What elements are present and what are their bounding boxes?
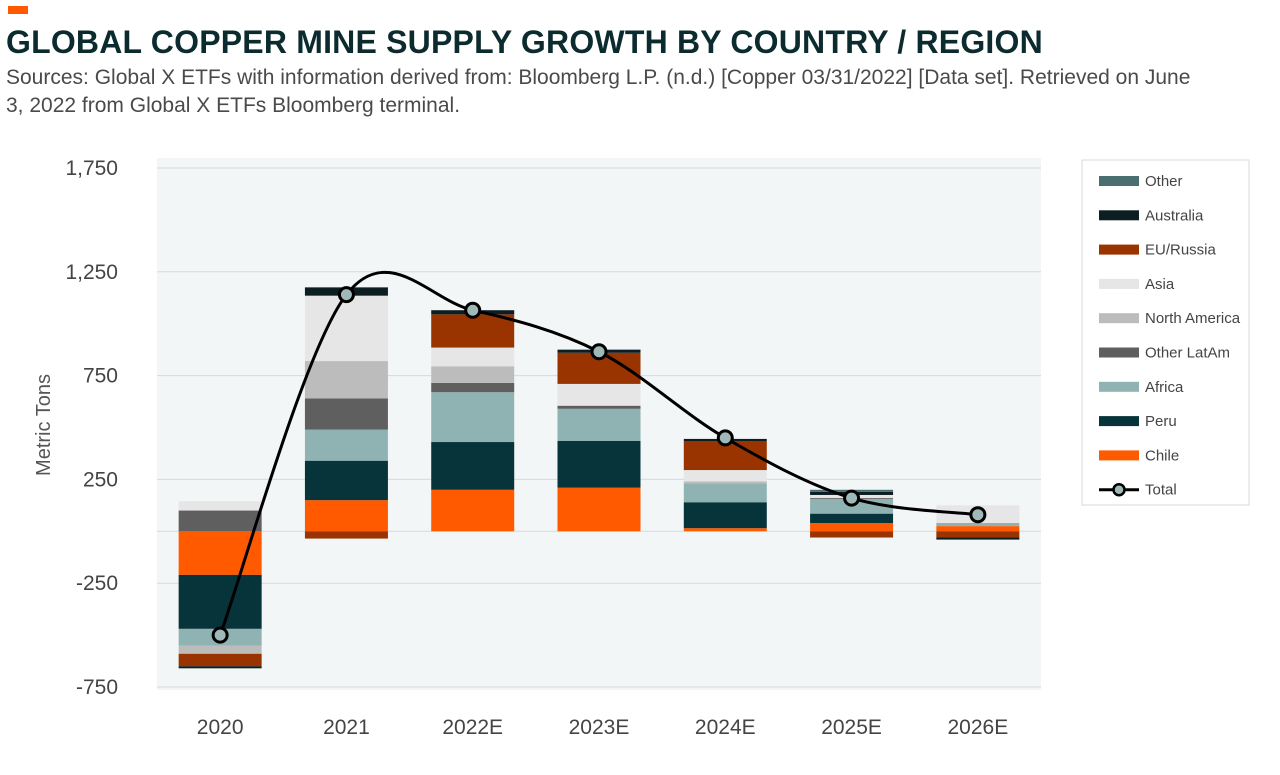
total-point <box>843 489 861 507</box>
x-tick-label: 2020 <box>197 716 244 739</box>
x-tick-label: 2026E <box>947 716 1008 739</box>
bar-segment-other-latam <box>178 510 262 532</box>
bar-segment-africa <box>683 483 767 503</box>
accent-bar <box>8 6 28 14</box>
legend-swatch-asia <box>1099 278 1139 289</box>
bar-segment-africa <box>304 429 388 461</box>
total-point <box>337 286 355 304</box>
legend-swatch-north-america <box>1099 313 1139 324</box>
bar-segment-chile <box>178 531 262 575</box>
legend-label-africa: Africa <box>1145 379 1184 396</box>
y-tick-label: -750 <box>76 676 118 699</box>
legend-label-chile: Chile <box>1145 447 1179 464</box>
bar-segment-peru <box>178 574 262 629</box>
bar-segment-peru <box>304 460 388 501</box>
bar-segment-australia <box>936 537 1020 540</box>
legend-swatch-peru <box>1099 416 1139 427</box>
legend-swatch-eu-russia <box>1099 244 1139 255</box>
bar-segment-chile <box>683 528 767 532</box>
bar-segment-north-america <box>683 481 767 484</box>
bar-segment-other-latam <box>557 405 641 409</box>
y-tick-label: -250 <box>76 572 118 595</box>
legend-label-other-latam: Other LatAm <box>1145 345 1230 362</box>
legend: Other Australia EU/Russia Asia North America… <box>1099 173 1241 499</box>
legend-label-total: Total <box>1145 482 1177 499</box>
x-axis-ticks: 2020 2021 2022E 2023E 2024E 2025E 2026E <box>197 716 1008 739</box>
legend-label-other: Other <box>1145 173 1183 190</box>
legend-label-north-america: North America <box>1145 310 1241 327</box>
x-tick-label: 2025E <box>821 716 882 739</box>
x-tick-label: 2022E <box>442 716 503 739</box>
legend-swatch-australia <box>1099 210 1139 221</box>
x-tick-label: 2023E <box>569 716 630 739</box>
bar-segment-africa <box>431 392 515 443</box>
bar-segment-north-america <box>178 645 262 654</box>
x-tick-label: 2021 <box>323 716 370 739</box>
bar-segment-north-america <box>304 361 388 399</box>
bar-segment-chile <box>936 526 1020 532</box>
bar-segment-eu-russia <box>936 531 1020 538</box>
total-line-path <box>218 270 979 636</box>
y-axis-ticks: 1,750 1,250 750 250 -250 -750 <box>65 157 118 699</box>
bar-segment-asia <box>431 347 515 367</box>
bar-segment-eu-russia <box>178 653 262 667</box>
bar-segment-chile <box>557 487 641 532</box>
bar-segment-asia <box>683 470 767 482</box>
chart-title: GLOBAL COPPER MINE SUPPLY GROWTH BY COUN… <box>6 24 1043 60</box>
legend-swatch-other <box>1099 176 1139 186</box>
bar-segment-africa <box>936 522 1020 527</box>
legend-swatch-other-latam <box>1099 347 1139 358</box>
total-point <box>464 301 482 319</box>
bar-segment-asia <box>178 501 262 511</box>
bar-segment-other-latam <box>431 382 515 393</box>
y-tick-label: 1,250 <box>65 261 118 284</box>
legend-label-australia: Australia <box>1145 207 1204 224</box>
y-tick-label: 250 <box>83 468 118 491</box>
bar-segment-asia <box>557 383 641 406</box>
y-tick-label: 750 <box>83 365 118 388</box>
y-tick-label: 1,750 <box>65 157 118 180</box>
x-tick-label: 2024E <box>695 716 756 739</box>
bar-segment-other-latam <box>304 398 388 430</box>
bar-segment-asia <box>304 295 388 362</box>
bar-segment-peru <box>683 502 767 529</box>
bar-segment-eu-russia <box>810 531 894 538</box>
total-point <box>969 506 987 524</box>
bar-segment-peru <box>810 513 894 523</box>
bar-segment-australia <box>178 666 262 669</box>
bar-segment-chile <box>304 500 388 532</box>
total-point <box>590 343 608 361</box>
legend-swatch-africa <box>1099 381 1139 392</box>
legend-label-asia: Asia <box>1145 276 1175 293</box>
bar-segment-chile <box>431 489 515 532</box>
legend-label-peru: Peru <box>1145 413 1177 430</box>
bar-segment-eu-russia <box>431 314 515 348</box>
bar-segment-peru <box>431 442 515 490</box>
legend-label-eu-russia: EU/Russia <box>1145 242 1217 259</box>
total-line <box>211 270 987 644</box>
bar-segment-chile <box>810 522 894 532</box>
y-axis-title: Metric Tons <box>33 374 55 476</box>
bar-segment-eu-russia <box>304 531 388 539</box>
legend-swatch-chile <box>1099 450 1139 461</box>
source-note: Sources: Global X ETFs with information … <box>6 66 1191 117</box>
total-point <box>716 429 734 447</box>
bar-segment-africa <box>557 408 641 441</box>
bar-segment-peru <box>557 440 641 488</box>
legend-marker-total <box>1112 482 1126 497</box>
bar-segment-north-america <box>431 366 515 383</box>
total-point <box>211 626 229 644</box>
